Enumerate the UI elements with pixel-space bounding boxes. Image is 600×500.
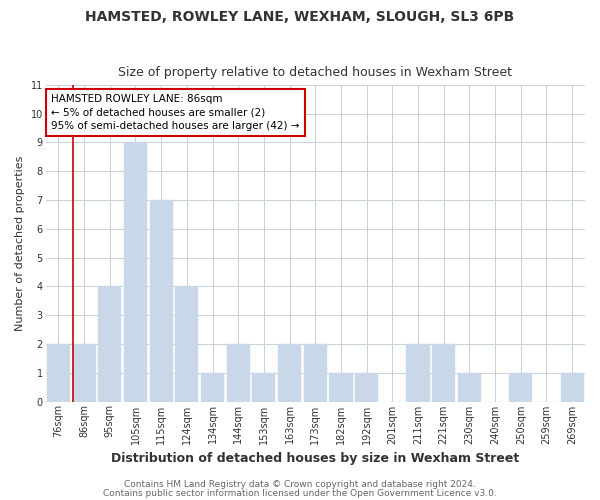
Bar: [406, 344, 430, 402]
Bar: [560, 372, 584, 402]
Bar: [509, 372, 532, 402]
Text: Contains public sector information licensed under the Open Government Licence v3: Contains public sector information licen…: [103, 488, 497, 498]
Text: HAMSTED, ROWLEY LANE, WEXHAM, SLOUGH, SL3 6PB: HAMSTED, ROWLEY LANE, WEXHAM, SLOUGH, SL…: [85, 10, 515, 24]
Bar: [73, 344, 95, 402]
Bar: [201, 372, 224, 402]
Text: Contains HM Land Registry data © Crown copyright and database right 2024.: Contains HM Land Registry data © Crown c…: [124, 480, 476, 489]
Bar: [124, 142, 147, 402]
Text: HAMSTED ROWLEY LANE: 86sqm
← 5% of detached houses are smaller (2)
95% of semi-d: HAMSTED ROWLEY LANE: 86sqm ← 5% of detac…: [51, 94, 299, 130]
Bar: [278, 344, 301, 402]
Bar: [227, 344, 250, 402]
Y-axis label: Number of detached properties: Number of detached properties: [15, 156, 25, 331]
Bar: [175, 286, 199, 402]
Bar: [355, 372, 378, 402]
Bar: [329, 372, 353, 402]
Title: Size of property relative to detached houses in Wexham Street: Size of property relative to detached ho…: [118, 66, 512, 80]
X-axis label: Distribution of detached houses by size in Wexham Street: Distribution of detached houses by size …: [111, 452, 520, 465]
Bar: [458, 372, 481, 402]
Bar: [47, 344, 70, 402]
Bar: [98, 286, 121, 402]
Bar: [149, 200, 173, 402]
Bar: [304, 344, 327, 402]
Bar: [432, 344, 455, 402]
Bar: [253, 372, 275, 402]
